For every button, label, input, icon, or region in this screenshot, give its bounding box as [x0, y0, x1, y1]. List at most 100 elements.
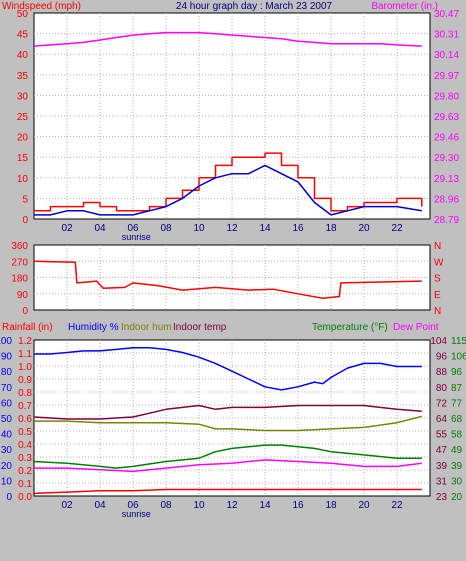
- gust-line: [34, 152, 423, 212]
- humidity-tick-label: 70: [1, 383, 13, 394]
- temperature-tick-label: 39: [451, 461, 463, 472]
- indoor-temp-tick-label: 88: [436, 367, 448, 378]
- rainfall-tick-label: 0.1: [18, 479, 32, 490]
- temperature-tick-label: 87: [451, 383, 463, 394]
- legend-4: Dew Point: [393, 322, 439, 333]
- rainfall-tick-label: 0.4: [18, 440, 32, 451]
- humidity-tick-label: 10: [1, 476, 13, 487]
- x-tick-label: 20: [358, 223, 370, 234]
- x-tick-label: 14: [259, 223, 271, 234]
- barometer-tick-label: 29.46: [434, 133, 459, 144]
- barometer-tick-label: 30.14: [434, 50, 459, 61]
- humidity-tick-label: 100: [0, 336, 12, 347]
- temperature-tick-label: 49: [451, 445, 463, 456]
- barometer-tick-label: 30.47: [434, 9, 459, 20]
- barometer-tick-label: 29.97: [434, 71, 459, 82]
- x-tick-label: 18: [325, 223, 337, 234]
- x-tick-label: 06: [127, 223, 139, 234]
- indoor-temp-tick-label: 72: [436, 398, 448, 409]
- compass-label: N: [434, 241, 441, 252]
- x-tick-label: 20: [358, 500, 370, 511]
- windspeed-tick-label: 10: [17, 174, 29, 185]
- windspeed-tick-label: 0: [22, 215, 28, 226]
- rainfall-tick-label: 0.2: [18, 466, 32, 477]
- legend-2: Indoor temp: [173, 322, 227, 333]
- compass-label: N: [434, 306, 441, 317]
- indoor-temp-tick-label: 96: [436, 352, 448, 363]
- windspeed-tick-label: 45: [17, 30, 29, 41]
- humidity-tick-label: 50: [1, 414, 13, 425]
- indoor-temp-tick-label: 31: [436, 476, 448, 487]
- x-tick-label: 04: [94, 223, 106, 234]
- rainfall-tick-label: 1.2: [18, 336, 32, 347]
- x-tick-label: 18: [325, 500, 337, 511]
- rainfall-tick-label: 0.3: [18, 453, 32, 464]
- humidity-tick-label: 30: [1, 445, 13, 456]
- x-tick-label: 12: [226, 223, 238, 234]
- legend-3: Temperature (°F): [312, 322, 388, 333]
- rainfall-tick-label: 1.1: [18, 349, 32, 360]
- sunrise-label: sunrise: [122, 232, 151, 242]
- windspeed-axis-title: Windspeed (mph): [2, 1, 81, 12]
- temperature-line: [33, 444, 422, 469]
- windspeed-tick-label: 40: [17, 50, 29, 61]
- windspeed-tick-label: 30: [17, 91, 29, 102]
- rainfall-tick-label: 0.9: [18, 375, 32, 386]
- rainfall-axis-title: Rainfall (in): [2, 322, 53, 333]
- barometer-tick-label: 29.13: [434, 174, 459, 185]
- temperature-tick-label: 30: [451, 476, 463, 487]
- barometer-line: [33, 31, 422, 47]
- compass-label: S: [434, 274, 441, 285]
- rainfall-tick-label: 0.8: [18, 388, 32, 399]
- direction-tick-label: 0: [22, 306, 28, 317]
- rainfall-tick-label: 0.6: [18, 414, 32, 425]
- direction-tick-label: 90: [17, 290, 29, 301]
- rainfall-tick-label: 0.5: [18, 427, 32, 438]
- windspeed-tick-label: 25: [17, 112, 29, 123]
- rainfall-line: [33, 488, 422, 495]
- indoor-temp-tick-label: 23: [436, 492, 448, 503]
- humidity-tick-label: 20: [1, 461, 13, 472]
- legend-1: Indoor hum: [121, 322, 172, 333]
- x-tick-label: 10: [193, 223, 205, 234]
- indoor-temp-tick-label: 104: [430, 336, 447, 347]
- x-tick-label: 08: [160, 500, 172, 511]
- humidity-line: [34, 347, 422, 391]
- barometer-tick-label: 29.80: [434, 91, 459, 102]
- rainfall-tick-label: 0.0: [18, 492, 32, 503]
- chart-title: 24 hour graph day : March 23 2007: [176, 1, 333, 12]
- x-tick-label: 10: [193, 500, 205, 511]
- direction-tick-label: 270: [11, 257, 28, 268]
- direction-line: [33, 260, 422, 300]
- x-tick-label: 04: [94, 500, 106, 511]
- dew_point-line: [34, 459, 422, 473]
- compass-label: E: [434, 290, 441, 301]
- x-tick-label: 02: [61, 223, 73, 234]
- x-tick-label: 02: [61, 500, 73, 511]
- x-tick-label: 22: [391, 223, 403, 234]
- indoor_temp-line: [33, 404, 422, 420]
- avg-wind-line: [34, 164, 422, 216]
- humidity-tick-label: 40: [1, 430, 13, 441]
- compass-label: W: [434, 257, 444, 268]
- humidity-tick-label: 80: [1, 367, 13, 378]
- temperature-tick-label: 106: [451, 352, 466, 363]
- indoor-temp-tick-label: 55: [436, 430, 448, 441]
- windspeed-tick-label: 35: [17, 71, 29, 82]
- barometer-axis-title: Barometer (in.): [371, 1, 438, 12]
- x-tick-label: 12: [226, 500, 238, 511]
- temperature-tick-label: 96: [451, 367, 463, 378]
- temperature-tick-label: 68: [451, 414, 463, 425]
- barometer-tick-label: 29.30: [434, 153, 459, 164]
- sunrise-label: sunrise: [122, 509, 151, 519]
- indoor-temp-tick-label: 47: [436, 445, 448, 456]
- x-tick-label: 08: [160, 223, 172, 234]
- direction-tick-label: 180: [11, 274, 28, 285]
- indoor_hum-line: [34, 415, 422, 432]
- indoor-temp-tick-label: 80: [436, 383, 448, 394]
- barometer-tick-label: 28.79: [434, 215, 459, 226]
- rainfall-tick-label: 0.7: [18, 401, 32, 412]
- indoor-temp-tick-label: 39: [436, 461, 448, 472]
